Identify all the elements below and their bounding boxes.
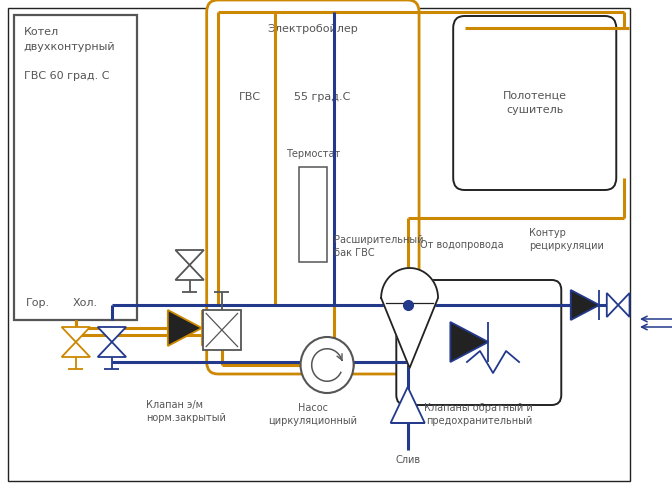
Text: От водопровода: От водопровода xyxy=(420,240,503,250)
Polygon shape xyxy=(618,293,630,317)
Polygon shape xyxy=(62,342,90,357)
Bar xyxy=(14,15,138,320)
Text: ГВС: ГВС xyxy=(239,92,261,102)
Polygon shape xyxy=(97,342,126,357)
Text: Котел
двухконтурный

ГВС 60 град. С: Котел двухконтурный ГВС 60 град. С xyxy=(24,27,116,81)
Text: Полотенце
сушитель: Полотенце сушитель xyxy=(503,91,566,115)
Text: 55 град.С: 55 град.С xyxy=(294,92,350,102)
Polygon shape xyxy=(175,250,204,265)
Text: Электробойлер: Электробойлер xyxy=(267,24,358,34)
Text: Клапан э/м
норм.закрытый: Клапан э/м норм.закрытый xyxy=(146,400,226,423)
Polygon shape xyxy=(571,290,599,320)
Polygon shape xyxy=(97,327,126,342)
Text: Контур
рециркуляции: Контур рециркуляции xyxy=(529,228,604,251)
FancyBboxPatch shape xyxy=(453,16,616,190)
Text: Насос
циркуляционный: Насос циркуляционный xyxy=(268,403,358,426)
Text: Клапаны обратный и
предохранительный: Клапаны обратный и предохранительный xyxy=(425,403,533,426)
Text: Расширительный
бак ГВС: Расширительный бак ГВС xyxy=(334,235,423,258)
Polygon shape xyxy=(62,327,90,342)
Bar xyxy=(298,167,327,262)
Polygon shape xyxy=(175,265,204,280)
Bar xyxy=(203,310,241,350)
Polygon shape xyxy=(450,322,489,362)
Polygon shape xyxy=(607,293,618,317)
FancyBboxPatch shape xyxy=(207,0,419,374)
Polygon shape xyxy=(390,387,425,423)
Text: Хол.: Хол. xyxy=(73,298,98,308)
Polygon shape xyxy=(168,310,202,346)
Circle shape xyxy=(300,337,353,393)
Text: Гор.: Гор. xyxy=(26,298,50,308)
Polygon shape xyxy=(381,268,438,368)
Text: Слив: Слив xyxy=(395,455,420,465)
FancyBboxPatch shape xyxy=(396,280,561,405)
Text: Термостат: Термостат xyxy=(286,149,340,159)
